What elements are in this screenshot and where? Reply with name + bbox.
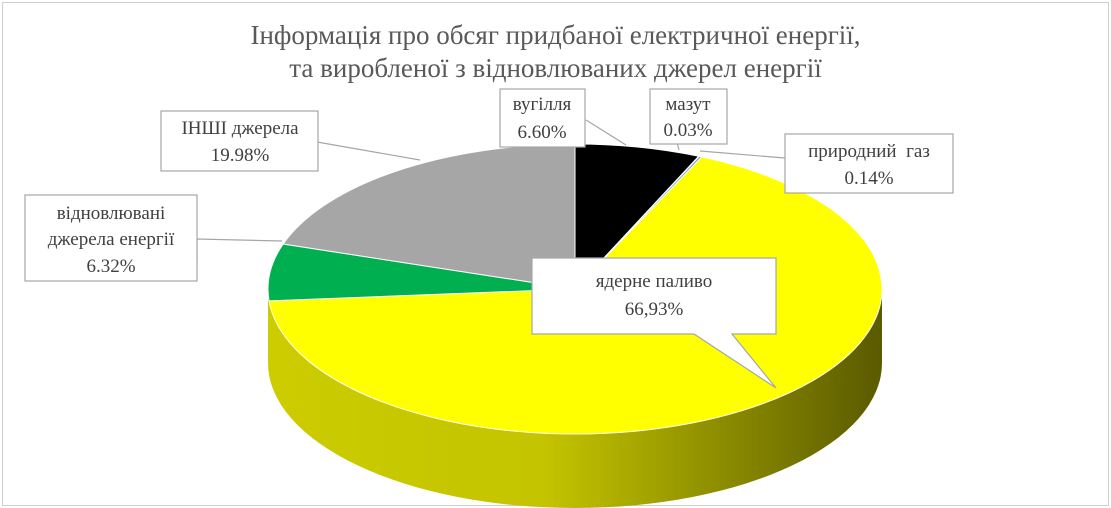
label-box-gas — [784, 133, 954, 194]
label-value-nuclear: 66,93% — [625, 299, 684, 320]
label-value-renew: 6.32% — [86, 256, 135, 277]
leader-line-coal — [585, 119, 627, 146]
label-boxes — [24, 88, 954, 389]
label-box-other — [160, 110, 319, 172]
pie-slice-renew — [267, 243, 576, 302]
label-name-fuel: мазут — [665, 94, 711, 115]
leader-line-other — [316, 141, 421, 161]
pie-side-wall — [268, 289, 882, 508]
label-name-nuclear: ядерне паливо — [596, 271, 712, 292]
label-name-coal: вугілля — [513, 94, 572, 115]
label-box-coal — [499, 88, 586, 148]
label-value-coal: 6.60% — [517, 122, 566, 143]
chart-title-line-2: та виробленої з відновлюваних джерел ене… — [289, 53, 822, 83]
label-value-fuel: 0.03% — [663, 120, 712, 141]
chart-title-line-1: Інформація про обсяг придбаної електричн… — [250, 20, 861, 50]
label-box-nuclear — [531, 257, 777, 389]
label-box-fuel — [649, 88, 728, 145]
label-value-gas: 0.14% — [844, 168, 893, 189]
label-name-renew-2: джерела енергії — [48, 229, 175, 250]
label-name-gas: природний газ — [808, 141, 930, 162]
leader-line-gas — [699, 150, 786, 159]
label-box-renew — [24, 194, 198, 282]
label-name-renew-1: відновлювані — [57, 203, 166, 224]
data-labels: ІНШІ джерела 19.98% відновлювані джерела… — [48, 94, 930, 320]
label-value-other: 19.98% — [211, 145, 270, 166]
chart-title: Інформація про обсяг придбаної електричн… — [3, 19, 1108, 85]
leader-line-renew — [196, 238, 283, 262]
label-name-other: ІНШІ джерела — [181, 118, 299, 139]
